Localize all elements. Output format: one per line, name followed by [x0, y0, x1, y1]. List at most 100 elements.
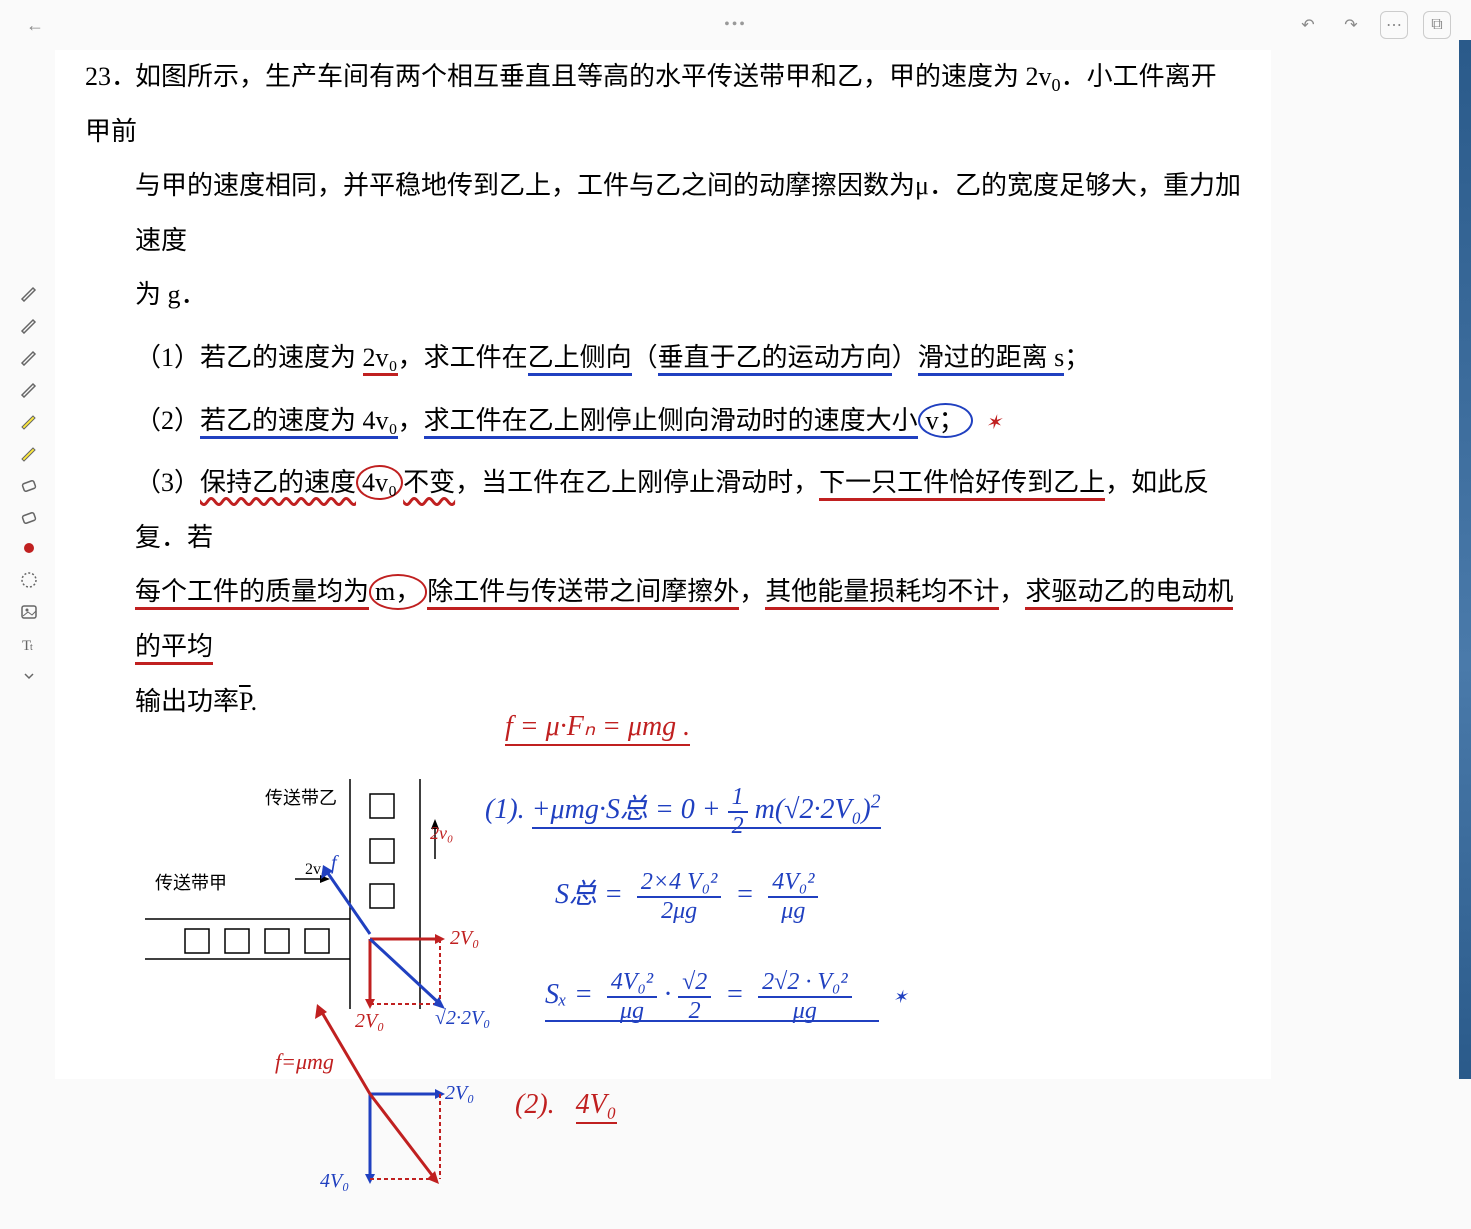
f-label: f	[331, 852, 339, 874]
eq4-val: 4V₀	[576, 1089, 617, 1124]
conveyor-diagram: 传送带乙 2v₀ 传送带甲 2v₀ f 2V₀	[145, 779, 525, 1229]
q3-ul2: 下一只工件恰好传到乙上	[819, 468, 1105, 501]
v-blue-right-2: 2V₀	[445, 1082, 474, 1104]
eq3-eq: =	[725, 979, 744, 1010]
q3-ul1: 保持乙的速度	[200, 468, 356, 497]
q3-comma3: ，	[999, 577, 1025, 606]
color-dot-icon[interactable]	[17, 536, 41, 560]
eq3-d2: 2	[685, 998, 705, 1024]
eq4: (2). 4V₀	[515, 1089, 617, 1121]
v-up-label: 2v₀	[430, 823, 453, 843]
q3-ul1b: 不变	[403, 468, 455, 497]
q2-star-icon: ✶	[985, 412, 1002, 434]
q1-ul1: 乙上侧向	[528, 343, 632, 376]
eq-friction-text: f = μ·Fₙ = μmg .	[505, 711, 690, 746]
q3-ul4: 除工件与传送带之间摩擦外	[427, 577, 739, 610]
q3-m-circled: m，	[369, 574, 427, 609]
eq2-lhs: S总 =	[555, 879, 623, 910]
problem-line3: 为 g．	[85, 268, 1241, 323]
document-page: 23．如图所示，生产车间有两个相互垂直且等高的水平传送带甲和乙，甲的速度为 2v…	[55, 50, 1271, 1079]
q3-pbar: P	[239, 687, 251, 716]
copy-icon[interactable]: ⧉	[1423, 11, 1451, 39]
q3-4v0-circled: 4v₀	[356, 465, 403, 500]
v-4v0-label: 4V₀	[320, 1170, 349, 1192]
q3-comma2: ，	[739, 577, 765, 606]
eq3-n2: √2	[678, 969, 711, 997]
right-edge-decoration	[1459, 40, 1471, 1079]
subquestion-2: （2）若乙的速度为 4v₀，求工件在乙上刚停止侧向滑动时的速度大小v； ✶	[85, 394, 1241, 449]
eq3: Sₓ = 4V₀²μg · √22 = 2√2 · V₀²μg ✶	[545, 969, 908, 1024]
redo-icon[interactable]: ↷	[1337, 11, 1365, 39]
top-right-group: ↶ ↷ ⋯ ⧉	[1294, 11, 1451, 39]
eq1-label: (1).	[485, 794, 525, 825]
svg-text:t: t	[30, 642, 33, 653]
eq2-d1: 2μg	[657, 898, 701, 924]
image-tool[interactable]	[17, 600, 41, 624]
tool-sidebar: Tt	[15, 280, 43, 688]
pencil-tool-1[interactable]	[17, 280, 41, 304]
f-umg-label: f=μmg	[275, 1049, 334, 1074]
eraser-tool-2[interactable]	[17, 504, 41, 528]
belt-jia-label: 传送带甲	[155, 873, 227, 893]
eq1-rhs: m(√2·2V₀)	[755, 794, 871, 825]
subquestion-1: （1）若乙的速度为 2v₀，求工件在乙上侧向（垂直于乙的运动方向）滑过的距离 s…	[85, 331, 1241, 386]
q1-text-a: （1）若乙的速度为	[135, 343, 363, 372]
problem-line1a: 如图所示，生产车间有两个相互垂直且等高的水平传送带甲和乙，甲的速度为 2v	[135, 62, 1052, 91]
pencil-tool-4[interactable]	[17, 376, 41, 400]
eq1-exp: 2	[871, 792, 881, 813]
eq2-n1: 2×4 V₀²	[637, 869, 721, 897]
eq1: (1). +μmg·S总 = 0 + 12 m(√2·2V₀)2	[485, 784, 881, 839]
q1-end: ；	[1064, 343, 1090, 372]
belt-yi-label: 传送带乙	[265, 788, 337, 808]
q2-comma: ，	[398, 406, 424, 435]
q3-period: .	[251, 687, 258, 716]
highlighter-tool[interactable]	[17, 408, 41, 432]
q2-ul1: 若乙的速度为 4v₀	[200, 406, 398, 439]
problem-line2: 与甲的速度相同，并平稳地传到乙上，工件与乙之间的动摩擦因数为μ．乙的宽度足够大，…	[85, 159, 1241, 268]
rel-v-label: √2·2V₀	[435, 1007, 490, 1029]
eq2-n2: 4V₀²	[768, 869, 818, 897]
eq1-lhs: +μmg·S总 = 0 +	[532, 794, 728, 825]
subquestion-3-cont: 每个工件的质量均为m，除工件与传送带之间摩擦外，其他能量损耗均不计，求驱动乙的电…	[85, 565, 1241, 674]
eq4-label: (2).	[515, 1089, 555, 1120]
highlighter-tool-2[interactable]	[17, 440, 41, 464]
work-area: 传送带乙 2v₀ 传送带甲 2v₀ f 2V₀	[85, 739, 1241, 1219]
eq3-d3: μg	[789, 998, 821, 1024]
q1-ul2: 垂直于乙的运动方向	[658, 343, 892, 376]
q2-num: （2）	[135, 406, 200, 435]
q1-paren1: （	[632, 343, 658, 372]
q3-text-b: ，当工件在乙上刚停止滑动时，	[455, 468, 819, 497]
v-red-down: 2V₀	[355, 1010, 384, 1032]
problem-text: 23．如图所示，生产车间有两个相互垂直且等高的水平传送带甲和乙，甲的速度为 2v…	[85, 50, 1241, 729]
q1-paren2: ）	[892, 343, 918, 372]
eq2: S总 = 2×4 V₀²2μg = 4V₀²μg	[555, 869, 818, 924]
back-button[interactable]: ←	[20, 10, 50, 40]
pencil-tool-3[interactable]	[17, 344, 41, 368]
eq-friction: f = μ·Fₙ = μmg .	[505, 709, 690, 743]
lasso-tool[interactable]	[17, 568, 41, 592]
eq2-eq: =	[735, 879, 754, 910]
eq3-dot: ·	[664, 979, 671, 1010]
eq2-d2: μg	[777, 898, 809, 924]
undo-icon[interactable]: ↶	[1294, 11, 1322, 39]
eq3-lhs: Sₓ =	[545, 979, 593, 1010]
top-dots[interactable]: •••	[724, 16, 747, 34]
text-tool[interactable]: Tt	[17, 632, 41, 656]
more-icon[interactable]: ⋯	[1380, 11, 1408, 39]
pencil-tool-2[interactable]	[17, 312, 41, 336]
q1-ul3: 滑过的距离 s	[918, 343, 1065, 376]
q1-text-b: ，求工件在	[398, 343, 528, 372]
q1-speed: 2v₀	[363, 343, 398, 376]
eq3-n1: 4V₀²	[607, 969, 657, 997]
question-number: 23．	[85, 50, 135, 105]
q2-v-circled: v；	[918, 403, 973, 438]
q3-num: （3）	[135, 468, 200, 497]
top-toolbar: ← ••• ↶ ↷ ⋯ ⧉	[0, 0, 1471, 50]
q3-ul5: 其他能量损耗均不计	[765, 577, 999, 610]
v-red-right: 2V₀	[450, 927, 479, 949]
eq3-d1: μg	[616, 998, 648, 1024]
eq3-star: ✶	[893, 987, 908, 1007]
expand-icon[interactable]	[17, 664, 41, 688]
eq3-n3: 2√2 · V₀²	[758, 969, 851, 997]
eraser-tool-1[interactable]	[17, 472, 41, 496]
